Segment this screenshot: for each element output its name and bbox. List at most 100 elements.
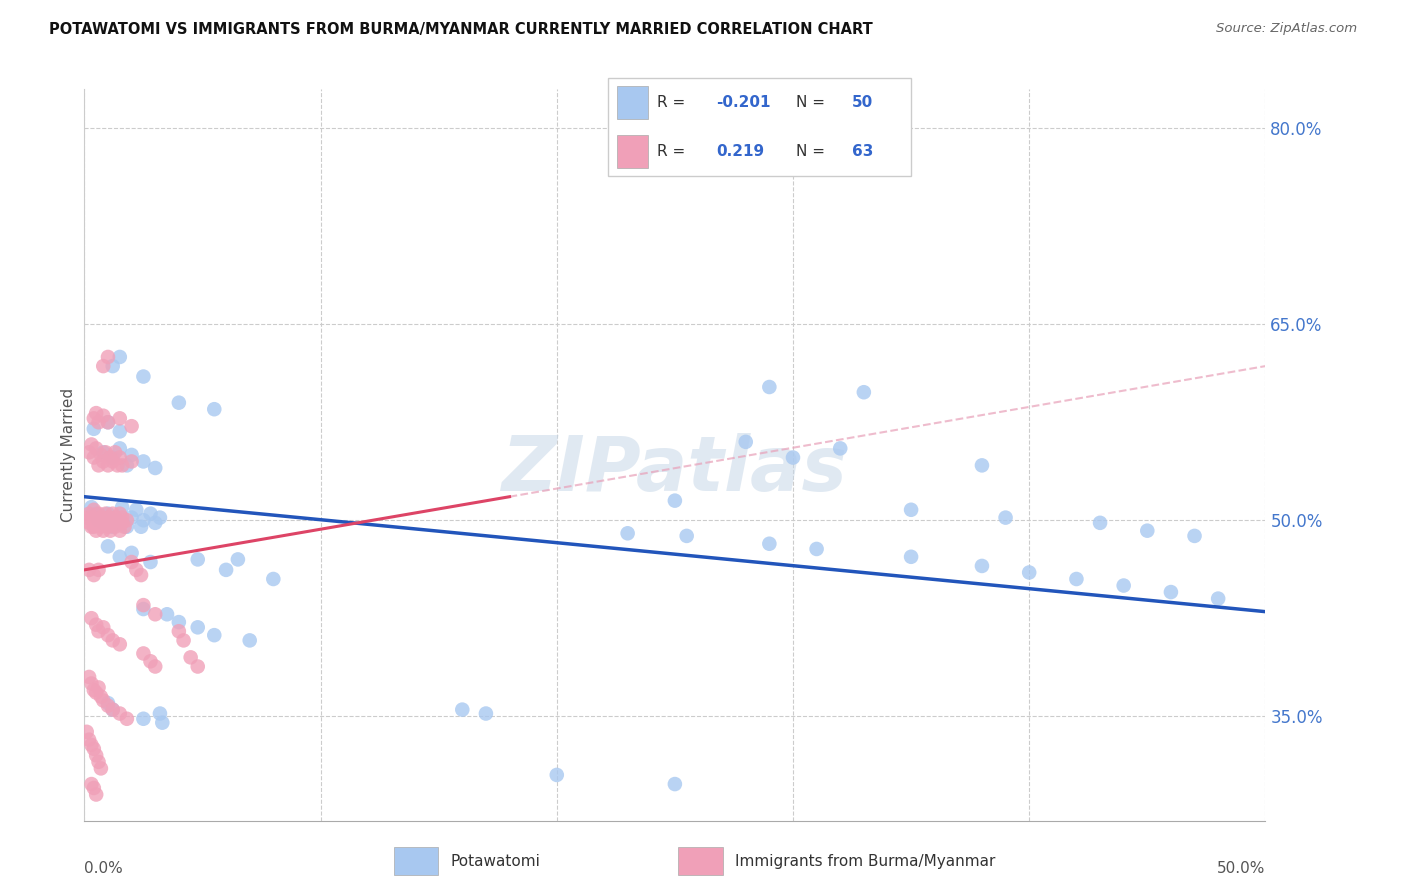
Bar bbox=[678, 847, 723, 875]
Point bbox=[226, 552, 249, 566]
Point bbox=[111, 510, 134, 524]
Point bbox=[91, 359, 114, 373]
Point bbox=[132, 369, 155, 384]
Point bbox=[84, 513, 107, 527]
Point bbox=[94, 516, 117, 530]
Point bbox=[80, 777, 103, 791]
Point bbox=[121, 448, 143, 462]
Point bbox=[1018, 566, 1040, 580]
Point bbox=[77, 563, 100, 577]
Point bbox=[90, 520, 112, 534]
Point bbox=[97, 510, 120, 524]
Point bbox=[84, 507, 107, 521]
Text: N =: N = bbox=[796, 145, 825, 160]
Point bbox=[616, 526, 638, 541]
Point bbox=[77, 445, 100, 459]
Point bbox=[173, 633, 195, 648]
Point bbox=[143, 607, 166, 622]
Point bbox=[108, 411, 131, 425]
Point bbox=[91, 454, 114, 468]
Y-axis label: Currently Married: Currently Married bbox=[60, 388, 76, 522]
Point bbox=[87, 681, 110, 695]
Point bbox=[101, 516, 124, 530]
Point bbox=[76, 724, 98, 739]
Point bbox=[675, 529, 697, 543]
Point bbox=[107, 513, 129, 527]
Point bbox=[97, 539, 120, 553]
Point bbox=[215, 563, 238, 577]
Point bbox=[77, 670, 100, 684]
Text: R =: R = bbox=[657, 95, 685, 110]
Point bbox=[97, 696, 120, 710]
Point bbox=[80, 510, 103, 524]
Point bbox=[84, 524, 107, 538]
Point bbox=[80, 611, 103, 625]
Point bbox=[77, 507, 100, 521]
Point bbox=[87, 624, 110, 639]
Point bbox=[80, 520, 103, 534]
Point bbox=[84, 617, 107, 632]
Point bbox=[83, 741, 105, 756]
Point bbox=[87, 516, 110, 530]
Text: 50.0%: 50.0% bbox=[1218, 861, 1265, 876]
Point bbox=[111, 500, 134, 515]
Bar bbox=[617, 87, 648, 119]
Point bbox=[87, 755, 110, 769]
Point bbox=[97, 628, 120, 642]
FancyBboxPatch shape bbox=[607, 78, 911, 177]
Point bbox=[94, 507, 117, 521]
Point bbox=[139, 507, 162, 521]
Point bbox=[782, 450, 804, 465]
Point bbox=[115, 712, 138, 726]
Point bbox=[90, 510, 112, 524]
Point bbox=[84, 406, 107, 420]
Point bbox=[114, 520, 136, 534]
Point bbox=[101, 520, 124, 534]
Point bbox=[104, 510, 127, 524]
Point bbox=[149, 510, 172, 524]
Point bbox=[108, 507, 131, 521]
Point bbox=[475, 706, 498, 721]
Point bbox=[101, 359, 124, 373]
Point bbox=[121, 555, 143, 569]
Point bbox=[90, 690, 112, 704]
Point bbox=[121, 546, 143, 560]
Point bbox=[83, 780, 105, 795]
Point bbox=[1136, 524, 1159, 538]
Point bbox=[139, 555, 162, 569]
Point bbox=[108, 549, 131, 564]
Point bbox=[101, 633, 124, 648]
Point bbox=[108, 350, 131, 364]
Point bbox=[143, 516, 166, 530]
Point bbox=[98, 524, 121, 538]
Text: 0.219: 0.219 bbox=[716, 145, 763, 160]
Point bbox=[132, 513, 155, 527]
Text: 0.0%: 0.0% bbox=[84, 861, 124, 876]
Point bbox=[98, 450, 121, 465]
Point bbox=[107, 458, 129, 473]
Point bbox=[91, 445, 114, 459]
Point bbox=[91, 693, 114, 707]
Point bbox=[101, 454, 124, 468]
Point bbox=[101, 703, 124, 717]
Point bbox=[546, 768, 568, 782]
Point bbox=[97, 698, 120, 713]
Text: Immigrants from Burma/Myanmar: Immigrants from Burma/Myanmar bbox=[735, 854, 995, 869]
Point bbox=[180, 650, 202, 665]
Point bbox=[262, 572, 284, 586]
Point bbox=[132, 598, 155, 612]
Point bbox=[91, 513, 114, 527]
Point bbox=[77, 732, 100, 747]
Point bbox=[97, 458, 120, 473]
Point bbox=[758, 380, 780, 394]
Point bbox=[77, 516, 100, 530]
Point bbox=[87, 563, 110, 577]
Point bbox=[121, 510, 143, 524]
Point bbox=[108, 637, 131, 651]
Point bbox=[1206, 591, 1229, 606]
Point bbox=[91, 516, 114, 530]
Point bbox=[108, 524, 131, 538]
Point bbox=[852, 385, 875, 400]
Point bbox=[970, 458, 993, 473]
Point bbox=[83, 520, 105, 534]
